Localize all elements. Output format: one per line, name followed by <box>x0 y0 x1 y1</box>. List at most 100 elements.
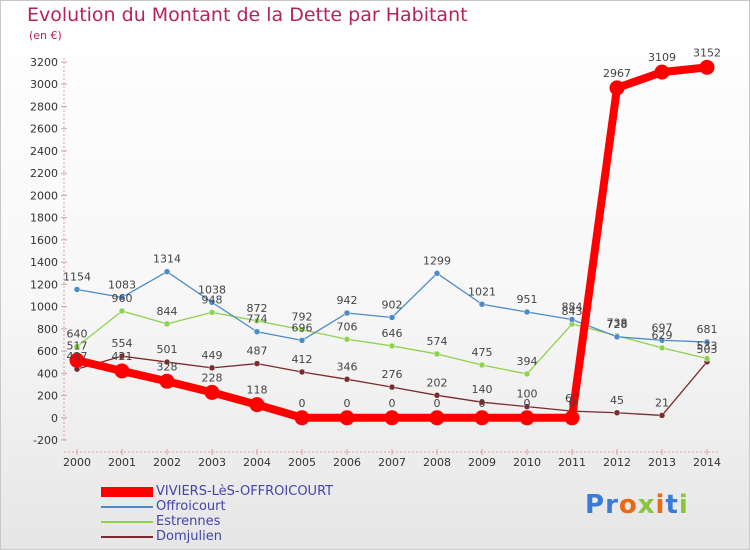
chart-title: Evolution du Montant de la Dette par Hab… <box>27 4 468 26</box>
legend-label: Domjulien <box>156 529 222 544</box>
data-label: 0 <box>434 397 441 410</box>
data-label: 475 <box>472 346 493 359</box>
data-point <box>429 410 445 426</box>
legend: VIVIERS-LèS-OFFROICOURT Offroicourt Estr… <box>101 484 401 545</box>
data-label: 228 <box>202 371 223 384</box>
data-label: 0 <box>479 397 486 410</box>
data-label: 0 <box>389 397 396 410</box>
data-label: 21 <box>655 396 669 409</box>
data-label: 884 <box>562 300 583 313</box>
brand-letter: x <box>637 490 656 520</box>
data-label: 202 <box>427 376 448 389</box>
data-label: 346 <box>337 360 358 373</box>
brand-letter: t <box>665 490 679 520</box>
x-tick-label: 2000 <box>63 456 91 469</box>
data-point <box>343 336 351 343</box>
data-point <box>703 338 711 346</box>
data-label: 1299 <box>423 254 451 267</box>
y-tick-label: -200 <box>33 434 58 447</box>
data-label: 517 <box>67 339 88 352</box>
data-label: 45 <box>610 394 624 407</box>
y-tick-label: 1600 <box>30 234 58 247</box>
x-tick-label: 2010 <box>513 456 541 469</box>
data-label: 0 <box>299 397 306 410</box>
data-point <box>519 410 535 426</box>
data-label: 951 <box>517 293 538 306</box>
data-point <box>388 314 396 321</box>
legend-swatch <box>101 536 153 538</box>
legend-label: VIVIERS-LèS-OFFROICOURT <box>156 484 334 499</box>
data-label: 554 <box>112 337 133 350</box>
data-point <box>208 299 216 306</box>
data-point <box>163 320 171 328</box>
data-point <box>388 342 396 350</box>
data-point <box>433 350 441 358</box>
data-point <box>568 316 576 323</box>
data-point <box>253 317 261 325</box>
data-label: 328 <box>157 360 178 373</box>
x-tick-label: 2004 <box>243 456 271 469</box>
data-point <box>388 383 396 391</box>
data-label: 681 <box>697 323 718 336</box>
y-tick-label: 200 <box>37 390 58 403</box>
data-label: 449 <box>202 349 223 362</box>
data-point <box>253 360 261 367</box>
y-tick-label: 2800 <box>30 100 58 113</box>
data-label: 487 <box>247 345 268 358</box>
data-label: 697 <box>652 321 673 334</box>
data-label: 3109 <box>648 51 676 64</box>
legend-swatch <box>101 487 153 497</box>
data-label: 421 <box>112 350 133 363</box>
data-label: 501 <box>157 343 178 356</box>
data-point <box>249 397 265 413</box>
data-point <box>609 80 625 96</box>
data-label: 2967 <box>603 67 631 80</box>
data-label: 100 <box>517 388 538 401</box>
legend-swatch <box>101 506 153 508</box>
brand-letter: r <box>605 490 619 520</box>
data-point <box>654 64 670 80</box>
data-label: 1154 <box>63 270 91 283</box>
data-point <box>478 301 486 308</box>
x-tick-label: 2011 <box>558 456 586 469</box>
data-label: 118 <box>247 384 268 397</box>
data-label: 942 <box>337 294 358 307</box>
y-tick-label: 1000 <box>30 301 58 314</box>
data-label: 792 <box>292 311 313 324</box>
data-label: 1314 <box>153 253 181 266</box>
data-point <box>343 309 351 317</box>
data-label: 0 <box>524 397 531 410</box>
y-tick-label: 3000 <box>30 78 58 91</box>
data-point <box>474 410 490 426</box>
data-point <box>118 352 126 360</box>
data-label: 960 <box>112 292 133 305</box>
data-label: 140 <box>472 383 493 396</box>
data-labels-layer: 437 554 501 449 487 412 346 276 202 140 100 60 45 21 5… <box>63 46 721 409</box>
data-point <box>118 307 126 315</box>
data-label: 774 <box>247 313 268 326</box>
brand-logo: Proxiti <box>585 490 689 520</box>
data-label: 0 <box>344 397 351 410</box>
x-tick-label: 2013 <box>648 456 676 469</box>
data-point <box>658 344 666 352</box>
data-label: 394 <box>517 355 538 368</box>
data-point <box>208 364 216 372</box>
data-label: 1038 <box>198 283 226 296</box>
x-tick-label: 2003 <box>198 456 226 469</box>
data-point <box>703 355 711 362</box>
x-tick-label: 2006 <box>333 456 361 469</box>
y-tick-label: 3200 <box>30 56 58 69</box>
y-tick-label: 0 <box>51 412 58 425</box>
data-label: 437 <box>67 350 88 363</box>
y-tick-label: 1800 <box>30 212 58 225</box>
y-tick-label: 2000 <box>30 189 58 202</box>
data-point <box>658 337 666 344</box>
x-tick-label: 2009 <box>468 456 496 469</box>
data-label: 902 <box>382 298 403 311</box>
data-point <box>73 343 81 350</box>
x-tick-label: 2001 <box>108 456 136 469</box>
data-point <box>294 410 310 426</box>
data-point <box>69 352 85 368</box>
